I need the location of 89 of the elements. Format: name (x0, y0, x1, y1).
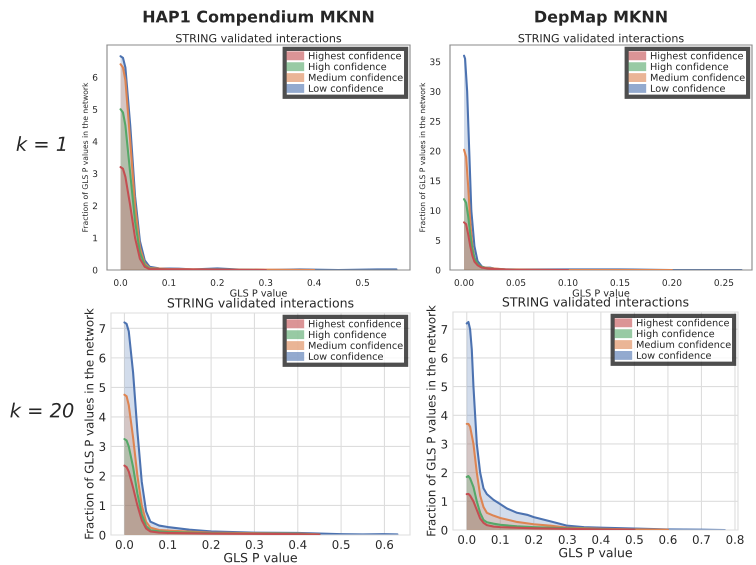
legend-label: High confidence (650, 62, 728, 72)
y-tick-label: 2 (99, 472, 105, 480)
x-tick-label: 0.1 (492, 535, 509, 544)
y-tick-label: 3 (92, 170, 98, 178)
x-tick-label: 0.0 (458, 535, 476, 544)
y-tick-label: 6 (99, 354, 106, 363)
x-tick-label: 0.1 (159, 540, 176, 549)
legend-label: Medium confidence (636, 340, 731, 348)
x-tick-label: 0.1 (162, 279, 176, 286)
x-axis-title: GLS P value (559, 548, 632, 558)
y-tick-label: 0 (92, 266, 98, 274)
legend-label: High confidence (308, 62, 386, 72)
x-tick-label: 0.5 (332, 540, 350, 549)
legend-label: High confidence (308, 330, 386, 340)
y-tick-label: 1 (442, 497, 448, 506)
x-tick-label: 0.25 (714, 279, 734, 286)
legend-label: Low confidence (636, 351, 711, 359)
y-tick-label: 5 (100, 383, 106, 392)
x-tick-label: 0.8 (726, 535, 744, 544)
legend-label: High confidence (636, 330, 714, 340)
y-tick-label: 20 (430, 148, 440, 155)
y-tick-label: 35 (430, 58, 440, 66)
x-tick-label: 0.5 (626, 535, 643, 544)
legend-label: Medium confidence (308, 74, 403, 82)
x-tick-label: 0.4 (308, 279, 321, 286)
chart-title: HAP1 Compendium MKNN (144, 10, 374, 26)
chart-title: STRING validated interactions (168, 298, 354, 308)
x-tick-label: 0.0 (116, 540, 134, 549)
y-tick-label: 10 (430, 207, 440, 214)
legend-label: Low confidence (308, 84, 383, 92)
y-tick-label: 7 (100, 324, 106, 333)
y-tick-label: 4 (99, 412, 106, 422)
y-tick-label: 1 (100, 501, 106, 510)
x-tick-label: 0.00 (454, 279, 474, 286)
y-tick-label: 30 (430, 88, 440, 95)
y-axis-title: Fraction of GLS P values in the network (84, 308, 94, 539)
y-tick-label: 3 (100, 442, 106, 452)
x-tick-label: 0.6 (376, 540, 394, 549)
legend-label: Highest confidence (650, 52, 744, 62)
x-axis-title: GLS P value (230, 289, 287, 297)
x-tick-label: 0.3 (246, 540, 263, 549)
x-tick-label: 0.05 (506, 279, 526, 286)
x-axis-title: GLS P value (572, 289, 630, 297)
y-tick-label: 5 (442, 382, 448, 392)
x-tick-label: 0.10 (558, 279, 578, 286)
y-tick-label: 7 (442, 325, 448, 334)
chart-title: STRING validated interactions (502, 296, 688, 307)
y-tick-label: 1 (93, 234, 98, 242)
chart-subtitle: STRING validated interactions (176, 34, 342, 42)
x-tick-label: 0.7 (692, 535, 710, 544)
y-tick-label: 0 (99, 530, 106, 540)
y-tick-label: 4 (92, 138, 98, 145)
x-tick-label: 0.4 (289, 540, 306, 549)
x-tick-label: 0.2 (210, 279, 224, 286)
legend-label: Low confidence (308, 352, 383, 360)
text: k = 1 (16, 136, 66, 151)
y-tick-label: 5 (92, 106, 98, 113)
y-tick-label: 4 (441, 411, 448, 420)
x-tick-label: 0.3 (259, 279, 272, 286)
x-tick-label: 0.6 (659, 535, 677, 544)
chart-title: DepMap MKNN (535, 10, 667, 26)
legend-label: Highest confidence (636, 318, 730, 328)
y-tick-label: 0 (441, 526, 448, 535)
chart-subtitle: STRING validated interactions (518, 34, 684, 42)
y-tick-label: 3 (442, 440, 448, 449)
y-tick-label: 2 (441, 468, 447, 478)
legend-label: Low confidence (650, 84, 725, 92)
legend-label: Highest confidence (308, 52, 402, 62)
y-axis-title: Fraction of GLS P values in the network (426, 305, 436, 536)
x-tick-label: 0.4 (592, 535, 610, 544)
y-tick-label: 6 (441, 354, 448, 363)
x-axis-title: GLS P value (224, 552, 297, 562)
y-tick-label: 15 (430, 178, 440, 184)
x-tick-label: 0.0 (114, 279, 128, 286)
y-tick-label: 6 (92, 74, 98, 81)
x-tick-label: 0.2 (525, 535, 542, 544)
x-tick-label: 0.2 (202, 540, 220, 549)
legend-label: Medium confidence (650, 74, 745, 82)
x-tick-label: 0.15 (610, 279, 630, 286)
y-tick-label: 0 (436, 266, 440, 274)
y-tick-label: 25 (430, 118, 440, 125)
text: k = 20 (10, 402, 74, 418)
legend-label: Highest confidence (308, 320, 402, 330)
y-tick-label: 2 (92, 202, 98, 210)
legend-label: Medium confidence (308, 342, 403, 350)
x-tick-label: 0.5 (356, 279, 369, 286)
x-tick-label: 0.20 (662, 279, 682, 286)
y-tick-label: 5 (436, 237, 440, 244)
x-tick-label: 0.3 (558, 535, 576, 544)
